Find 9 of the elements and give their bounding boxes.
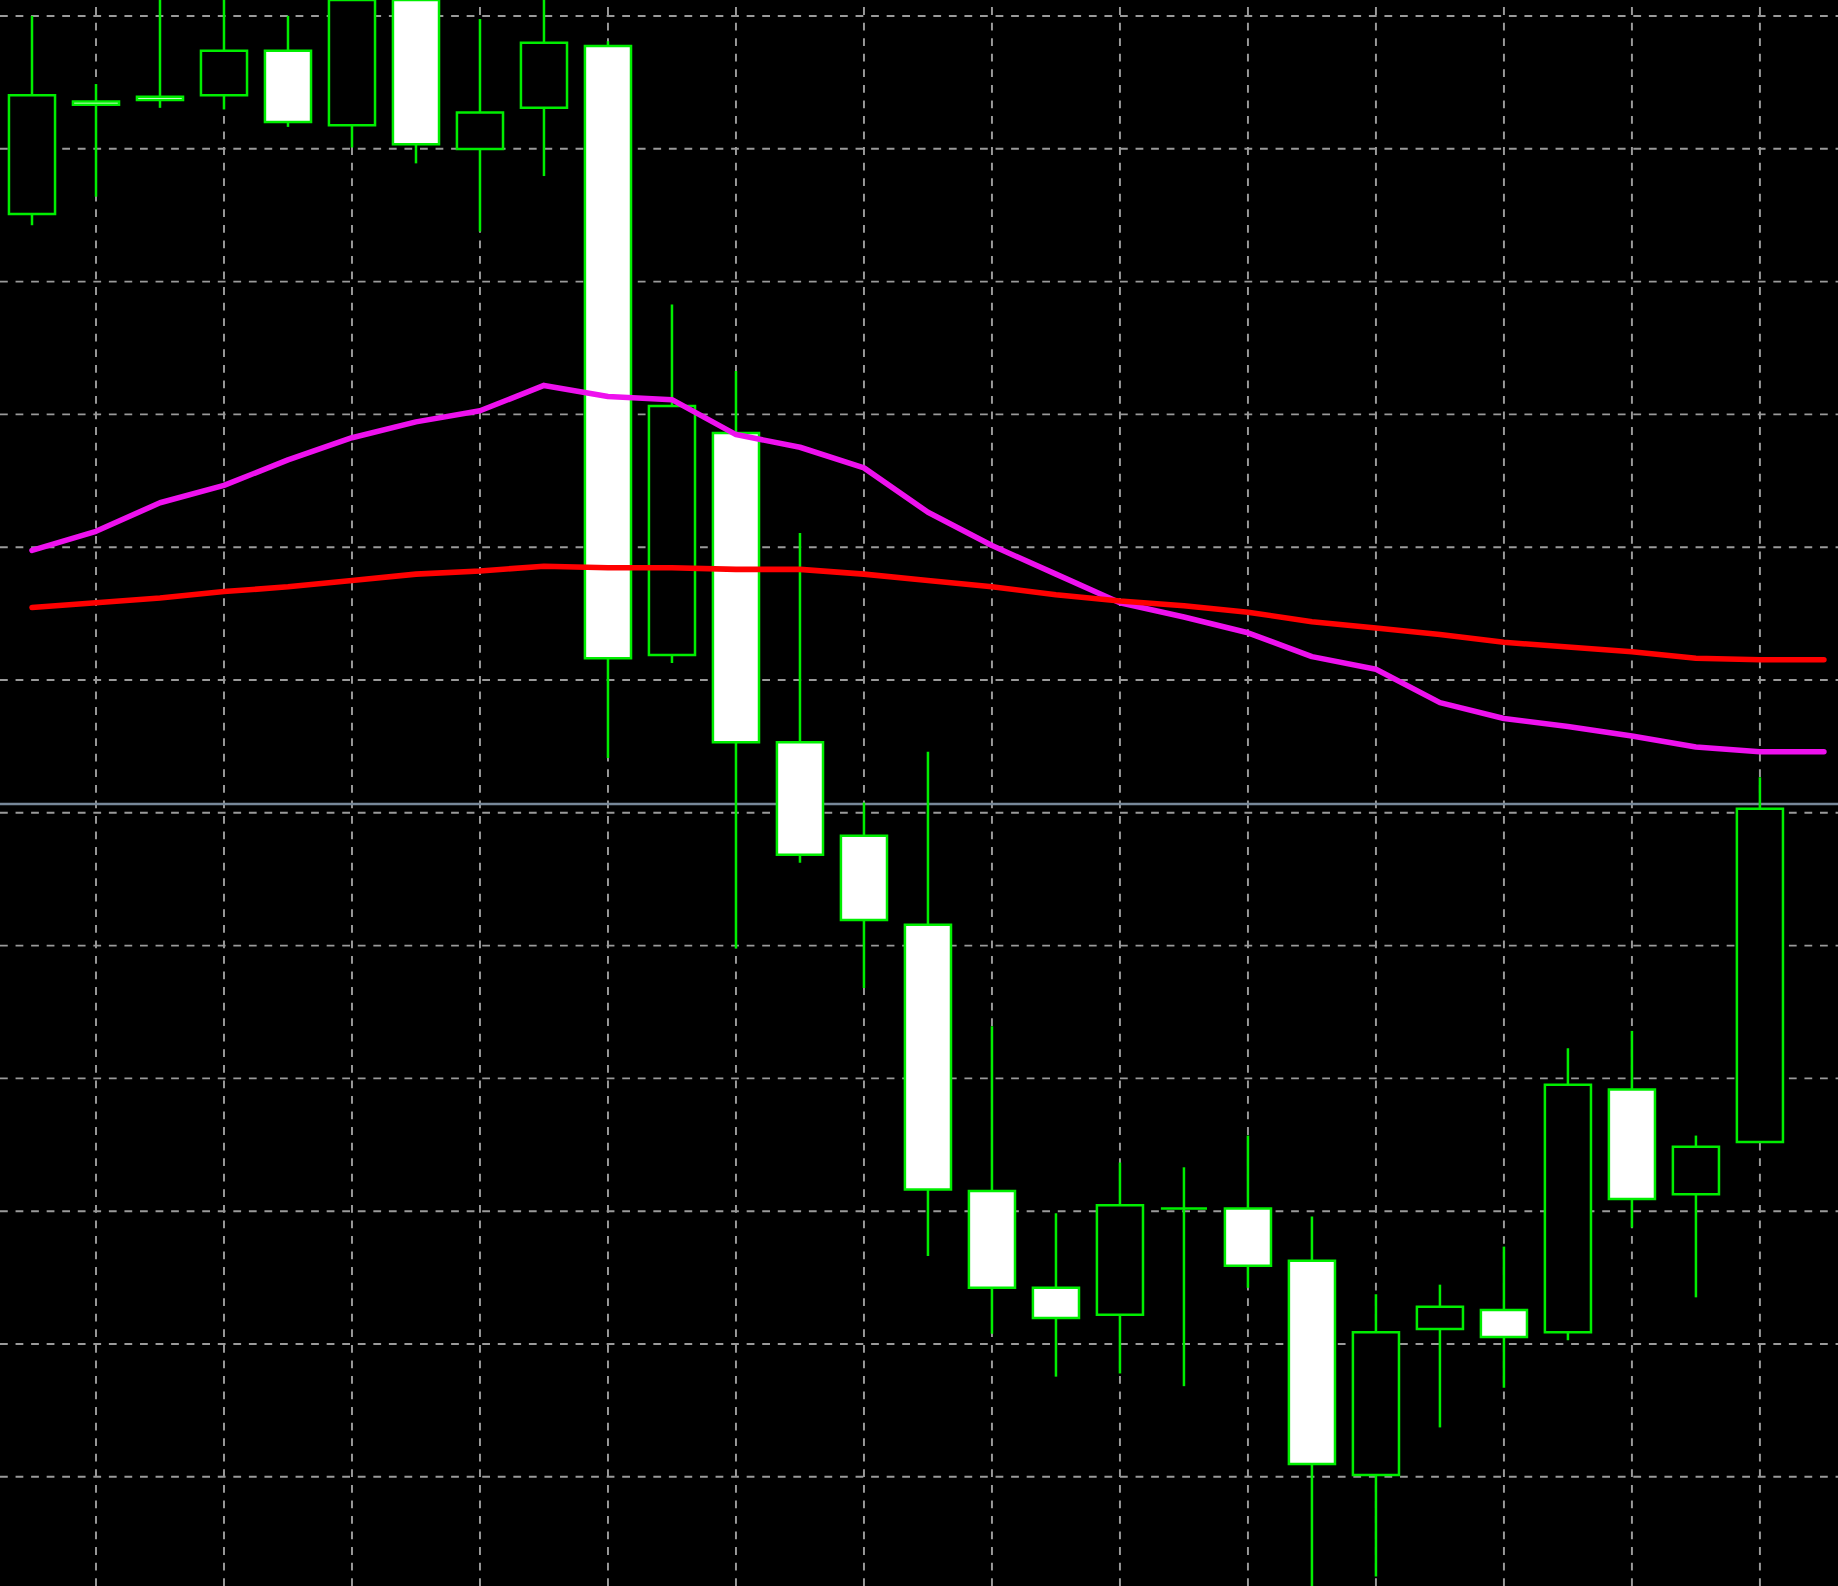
candlestick — [1031, 1212, 1081, 1378]
candlestick — [1479, 1245, 1529, 1389]
candlestick — [199, 0, 249, 111]
candlestick — [135, 0, 185, 110]
candlestick — [71, 82, 121, 198]
candlestick — [1415, 1283, 1465, 1429]
candlestick — [1671, 1134, 1721, 1299]
candlestick — [455, 17, 505, 233]
candlestick — [1159, 1166, 1209, 1388]
